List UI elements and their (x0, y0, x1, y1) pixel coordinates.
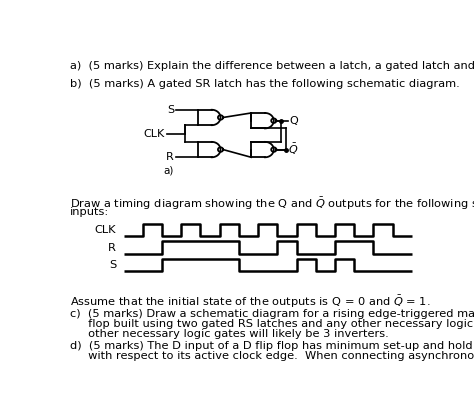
Text: S: S (167, 105, 174, 115)
Text: d)  (5 marks) The D input of a D flip flop has minimum set-up and hold time cons: d) (5 marks) The D input of a D flip flo… (70, 341, 474, 351)
Text: a)  (5 marks) Explain the difference between a latch, a gated latch and a flip f: a) (5 marks) Explain the difference betw… (70, 61, 474, 71)
Text: c)  (5 marks) Draw a schematic diagram for a rising edge-triggered master-slave : c) (5 marks) Draw a schematic diagram fo… (70, 309, 474, 319)
Text: with respect to its active clock edge.  When connecting asynchronous signals to : with respect to its active clock edge. W… (70, 351, 474, 361)
Text: $\bar{Q}$: $\bar{Q}$ (289, 142, 299, 157)
Text: a): a) (164, 165, 174, 175)
Text: Draw a timing diagram showing the Q and $\bar{Q}$ outputs for the following sequ: Draw a timing diagram showing the Q and … (70, 196, 474, 212)
Text: inputs:: inputs: (70, 207, 109, 217)
Text: b)  (5 marks) A gated SR latch has the following schematic diagram.: b) (5 marks) A gated SR latch has the fo… (70, 79, 460, 89)
Text: CLK: CLK (144, 128, 165, 138)
Text: Q: Q (289, 116, 298, 126)
Text: S: S (109, 260, 116, 270)
Text: CLK: CLK (95, 225, 116, 235)
Text: Assume that the initial state of the outputs is Q = 0 and $\bar{Q}$ = 1.: Assume that the initial state of the out… (70, 294, 431, 310)
Text: R: R (109, 243, 116, 253)
Text: R: R (166, 152, 174, 162)
Text: other necessary logic gates will likely be 3 inverters.: other necessary logic gates will likely … (70, 329, 389, 339)
Text: flop built using two gated RS latches and any other necessary logic gates.  Hint: flop built using two gated RS latches an… (70, 319, 474, 329)
